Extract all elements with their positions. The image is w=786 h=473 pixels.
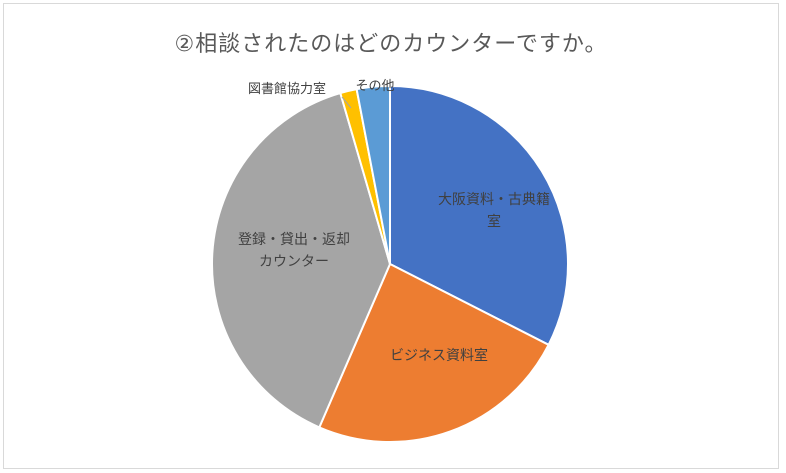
pie-slice-5 bbox=[355, 84, 391, 265]
slice-label-3: 登録・貸出・返却カウンター bbox=[238, 232, 350, 270]
leader-line-4 bbox=[341, 96, 352, 109]
slice-label-1: 大阪資料・古典籍室 bbox=[438, 191, 550, 230]
pie-slice-1 bbox=[389, 84, 569, 347]
slice-label-5: その他 bbox=[355, 79, 394, 94]
chart-title: ②相談されたのはどのカウンターですか。 bbox=[174, 32, 608, 57]
chart-frame: ②相談されたのはどのカウンターですか。 大阪資料・古典籍室ビジネス資料室 登録・貸… bbox=[3, 3, 779, 469]
slice-label-4: 図書館協力室 bbox=[248, 81, 326, 97]
pie-slice-3 bbox=[211, 91, 392, 429]
slice-label-2: ビジネス資料室 bbox=[390, 347, 488, 364]
pie-slice-2 bbox=[317, 262, 550, 443]
